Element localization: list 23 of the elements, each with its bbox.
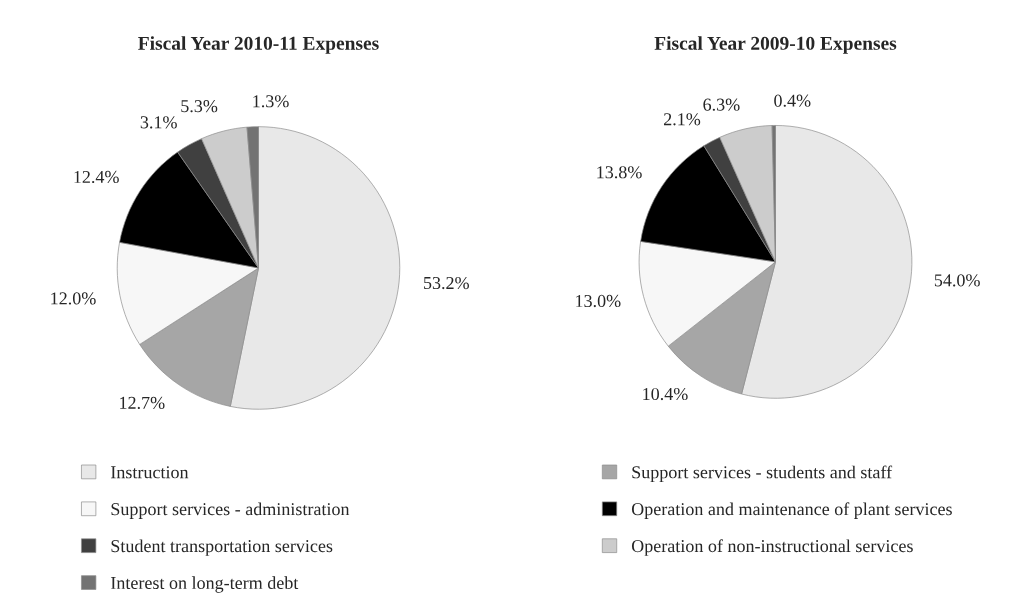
data-label: 53.2% bbox=[424, 276, 469, 290]
data-label: 1.3% bbox=[253, 95, 289, 108]
data-label: 0.4% bbox=[774, 94, 811, 107]
data-label: 13.8% bbox=[597, 166, 642, 179]
data-label: 3.1% bbox=[140, 116, 177, 129]
legend-label: Interest on long-term debt bbox=[110, 576, 299, 593]
data-label: 13.0% bbox=[576, 294, 621, 308]
legend-label: Instruction bbox=[110, 466, 189, 479]
data-label: 5.3% bbox=[181, 100, 218, 113]
data-label: 54.0% bbox=[934, 274, 980, 287]
legend-label: Student transportation services bbox=[111, 539, 333, 556]
data-label: 10.4% bbox=[643, 387, 688, 401]
data-label: 2.1% bbox=[664, 113, 701, 126]
data-label: 6.3% bbox=[703, 98, 740, 111]
legend-label: Support services - administration bbox=[111, 502, 350, 519]
data-label: 12.4% bbox=[74, 170, 119, 184]
legend-label: Operation and maintenance of plant services bbox=[631, 502, 952, 519]
data-label: 12.7% bbox=[120, 396, 165, 409]
data-label: 12.0% bbox=[51, 292, 96, 305]
chart-title: Fiscal Year 2009-10 Expenses bbox=[654, 36, 897, 54]
legend-label: Operation of non-instructional services bbox=[631, 539, 913, 556]
chart-title: Fiscal Year 2010-11 Expenses bbox=[138, 36, 379, 54]
legend-label: Support services - students and staff bbox=[632, 465, 893, 483]
